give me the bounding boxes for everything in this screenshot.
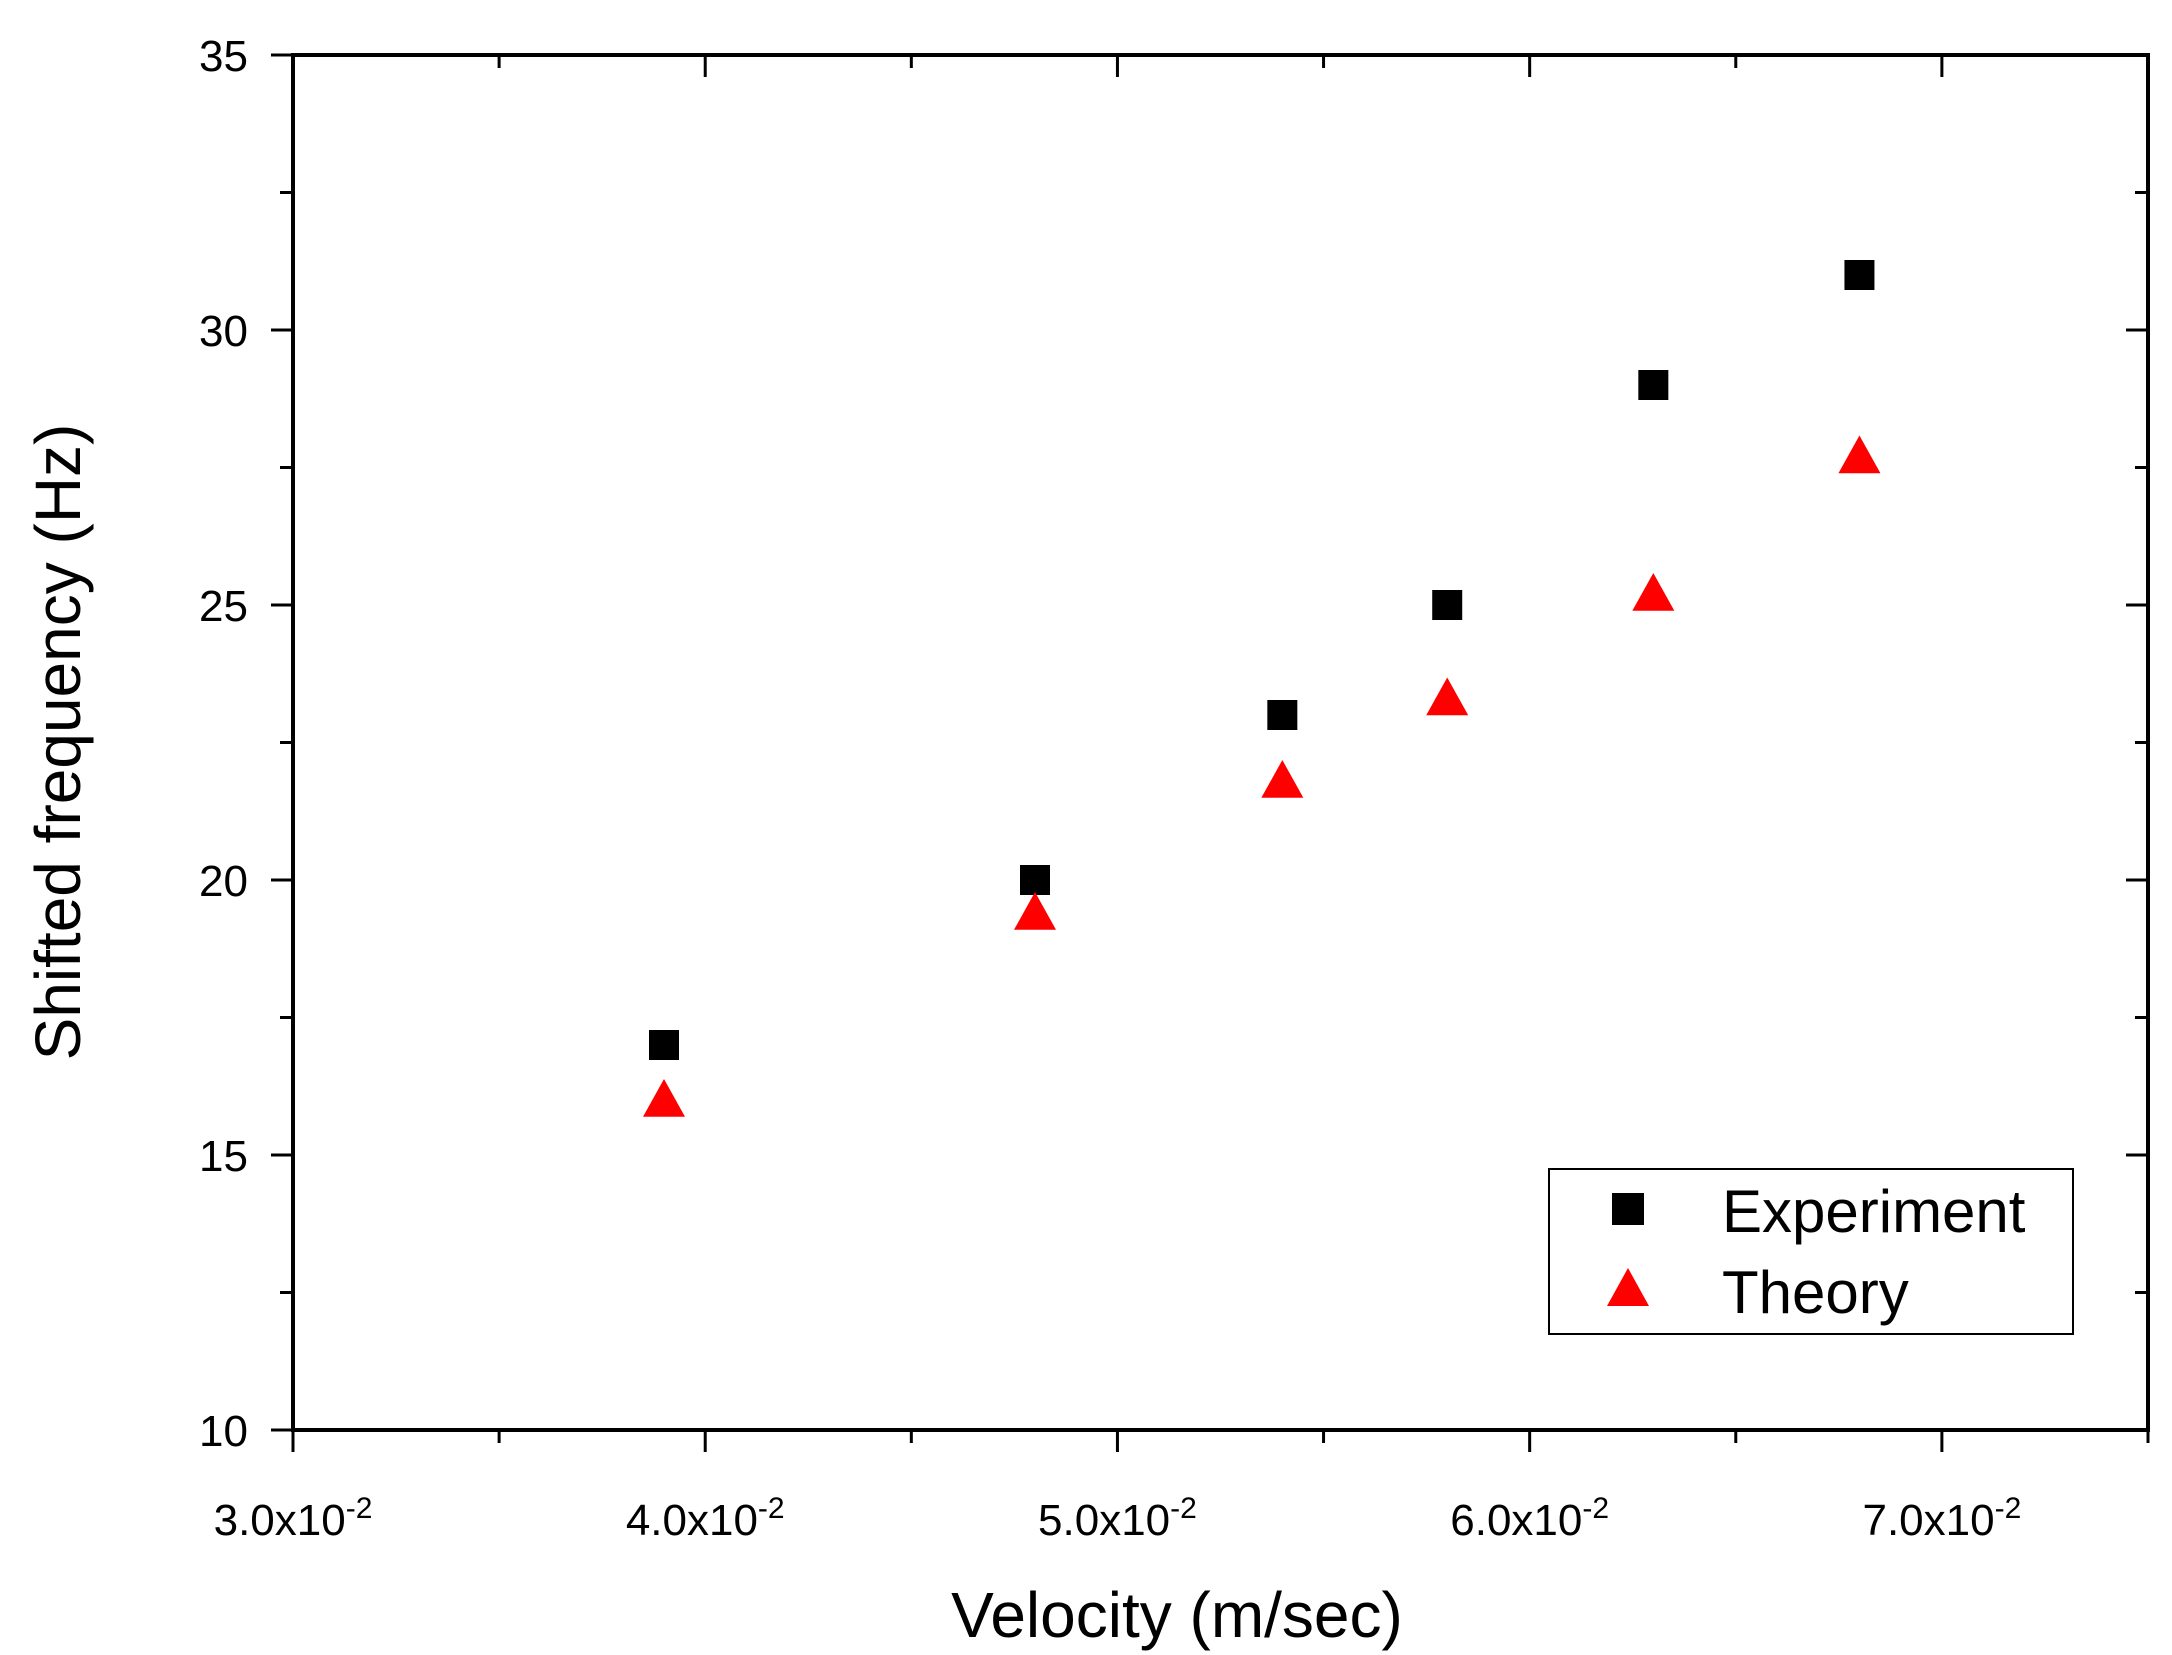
theory-point [1838, 435, 1881, 474]
y-tick-label: 35 [199, 32, 248, 81]
x-axis-title: Velocity (m/sec) [951, 1579, 1403, 1651]
theory-point [643, 1079, 685, 1117]
legend-label-experiment: Experiment [1722, 1178, 2026, 1245]
experiment-point [1267, 700, 1298, 730]
experiment-point [649, 1030, 679, 1060]
x-tick-label: 5.0x10-2 [1038, 1492, 1197, 1545]
theory-point [1632, 573, 1675, 611]
legend-theory-triangle-icon [1607, 1268, 1649, 1306]
y-tick-label: 15 [199, 1132, 248, 1181]
experiment-point [1844, 260, 1875, 290]
x-tick-label: 4.0x10-2 [626, 1492, 785, 1545]
x-tick-labels: 3.0x10-2 4.0x10-2 5.0x10-2 6.0x10-2 7.0x10-2 [214, 1492, 2022, 1545]
y-axis-title: Shifted frequency (Hz) [22, 424, 94, 1061]
y-tick-label: 25 [199, 582, 248, 631]
experiment-point [1638, 370, 1669, 400]
y-tick-labels: 10 15 20 25 30 35 [199, 32, 248, 1456]
x-tick-label: 7.0x10-2 [1862, 1492, 2021, 1545]
experiment-point [1020, 865, 1050, 895]
y-tick-label: 30 [199, 307, 248, 356]
x-tick-label: 6.0x10-2 [1450, 1492, 1609, 1545]
legend: Experiment Theory [1548, 1168, 2074, 1335]
axis-ticks [271, 53, 2150, 1452]
data-points [643, 260, 1881, 1117]
y-tick-label: 10 [199, 1407, 248, 1456]
legend-label-theory: Theory [1722, 1259, 1909, 1326]
x-tick-label: 3.0x10-2 [214, 1492, 373, 1545]
plot-frame [291, 53, 2150, 1432]
experiment-point [1432, 590, 1463, 620]
theory-point [1426, 677, 1469, 716]
legend-experiment-square-icon [1612, 1193, 1644, 1225]
theory-point [1261, 760, 1304, 798]
y-tick-label: 20 [199, 857, 248, 906]
theory-point [1014, 892, 1056, 930]
